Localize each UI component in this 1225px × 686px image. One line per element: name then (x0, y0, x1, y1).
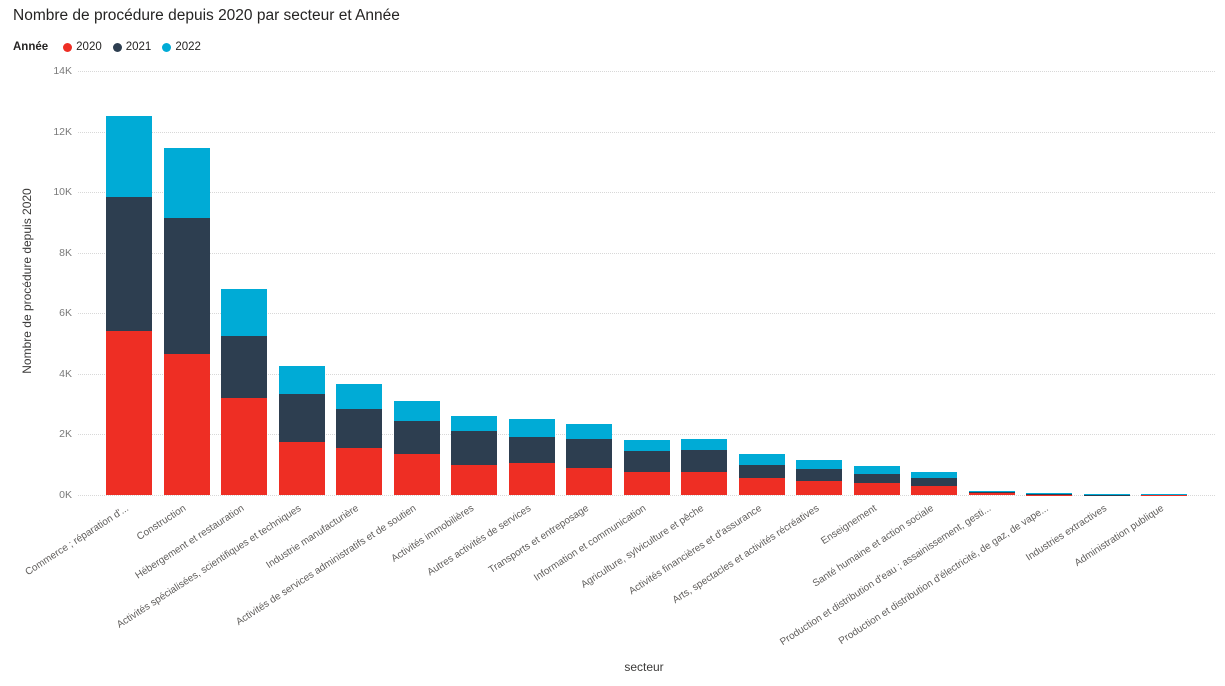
y-gridline (78, 434, 1215, 436)
bar-segment-2021[interactable] (738, 464, 785, 479)
bar-segment-2021[interactable] (451, 431, 497, 465)
bar-segment-2020[interactable] (911, 485, 957, 495)
legend: Année 2020 2021 2022 (13, 40, 212, 54)
bar-segment-2021[interactable] (1026, 493, 1072, 495)
bar-segment-2021[interactable] (796, 469, 842, 482)
legend-label-2020: 2020 (76, 41, 102, 53)
x-tick-label: Hébergement et restauration (133, 503, 246, 582)
bar-segment-2022[interactable] (1083, 493, 1130, 495)
y-tick-label: 14K (53, 65, 72, 77)
bar-segment-2022[interactable] (911, 472, 957, 479)
y-axis-title: Nombre de procédure depuis 2020 (20, 188, 34, 374)
y-tick-label: 0K (59, 489, 72, 501)
y-gridline (78, 252, 1215, 254)
x-tick-label: Information et communication (532, 503, 649, 584)
legend-title: Année (13, 41, 49, 53)
bar-segment-2021[interactable] (336, 408, 382, 449)
bar-segment-2020[interactable] (221, 398, 267, 495)
bar-segment-2020[interactable] (566, 467, 612, 495)
y-gridline (78, 192, 1215, 194)
x-axis-title: secteur (624, 660, 664, 674)
bar-segment-2021[interactable] (566, 438, 612, 468)
bar-segment-2021[interactable] (278, 393, 325, 442)
legend-swatch-2021 (112, 42, 122, 52)
y-tick-label: 8K (59, 246, 72, 259)
bar-segment-2020[interactable] (336, 448, 382, 495)
legend-item-2020[interactable]: 2020 (63, 41, 102, 53)
bar-segment-2022[interactable] (566, 423, 612, 439)
bar-segment-2020[interactable] (738, 478, 785, 495)
bar-segment-2022[interactable] (451, 416, 497, 432)
bar-segment-2022[interactable] (1141, 493, 1187, 495)
x-tick-label: Production et distribution d'électricité… (837, 503, 1051, 648)
bar-segment-2020[interactable] (163, 354, 210, 495)
bar-segment-2020[interactable] (451, 464, 497, 495)
legend-swatch-2022 (162, 42, 172, 52)
y-tick-label: 6K (59, 307, 72, 320)
bar-segment-2020[interactable] (968, 493, 1015, 495)
bar-segment-2021[interactable] (623, 451, 670, 473)
y-gridline (78, 313, 1215, 315)
bar-segment-2022[interactable] (508, 419, 555, 438)
y-gridline (78, 71, 1215, 72)
bar-segment-2022[interactable] (278, 366, 325, 394)
x-tick-label: Transports et entreposage (486, 503, 591, 576)
bar-segment-2021[interactable] (106, 196, 152, 332)
bar-segment-2020[interactable] (623, 472, 670, 495)
x-tick-label: Commerce ; réparation d'... (23, 503, 131, 579)
bar-segment-2022[interactable] (163, 148, 210, 218)
y-tick-label: 12K (53, 125, 72, 138)
bar-segment-2020[interactable] (508, 463, 555, 495)
y-tick-label: 2K (59, 428, 72, 441)
bar-segment-2021[interactable] (911, 478, 957, 486)
y-gridline (78, 495, 1215, 496)
bar-segment-2022[interactable] (738, 454, 785, 465)
bar-segment-2021[interactable] (968, 491, 1015, 494)
bar-segment-2021[interactable] (1083, 494, 1130, 496)
bar-segment-2020[interactable] (1026, 494, 1072, 496)
x-tick-label: Construction (135, 503, 189, 543)
bar-segment-2022[interactable] (681, 438, 727, 450)
legend-swatch-2020 (63, 42, 73, 52)
bar-segment-2020[interactable] (106, 331, 152, 495)
bar-segment-2022[interactable] (336, 384, 382, 409)
chart-title: Nombre de procédure depuis 2020 par sect… (13, 7, 400, 24)
bar-segment-2020[interactable] (278, 442, 325, 495)
y-tick-label: 4K (59, 367, 72, 380)
bar-segment-2022[interactable] (1026, 492, 1072, 494)
bar-segment-2020[interactable] (681, 472, 727, 495)
bar-segment-2022[interactable] (968, 491, 1015, 492)
bar-segment-2022[interactable] (796, 460, 842, 470)
legend-label-2022: 2022 (175, 41, 201, 53)
bar-segment-2022[interactable] (106, 116, 152, 197)
bar-segment-2022[interactable] (221, 289, 267, 336)
bar-segment-2020[interactable] (1141, 494, 1187, 496)
legend-item-2021[interactable]: 2021 (112, 41, 152, 53)
y-tick-label: 10K (53, 186, 72, 199)
bar-segment-2020[interactable] (393, 454, 440, 495)
bar-segment-2020[interactable] (853, 482, 900, 495)
x-tick-label: Autres activités de services (425, 503, 534, 579)
bar-segment-2020[interactable] (796, 481, 842, 495)
bar-segment-2021[interactable] (163, 217, 210, 355)
y-gridline (78, 373, 1215, 375)
bar-segment-2022[interactable] (393, 401, 440, 421)
legend-item-2022[interactable]: 2022 (162, 41, 201, 53)
bar-segment-2021[interactable] (681, 449, 727, 473)
bar-segment-2021[interactable] (853, 473, 900, 483)
bar-segment-2021[interactable] (393, 420, 440, 455)
y-gridline (78, 131, 1215, 133)
bar-segment-2021[interactable] (508, 437, 555, 464)
bar-segment-2021[interactable] (221, 336, 267, 399)
x-tick-label: Production et distribution d'eau ; assai… (778, 503, 994, 648)
bar-segment-2022[interactable] (623, 440, 670, 452)
legend-label-2021: 2021 (125, 41, 152, 53)
bar-segment-2022[interactable] (853, 466, 900, 474)
